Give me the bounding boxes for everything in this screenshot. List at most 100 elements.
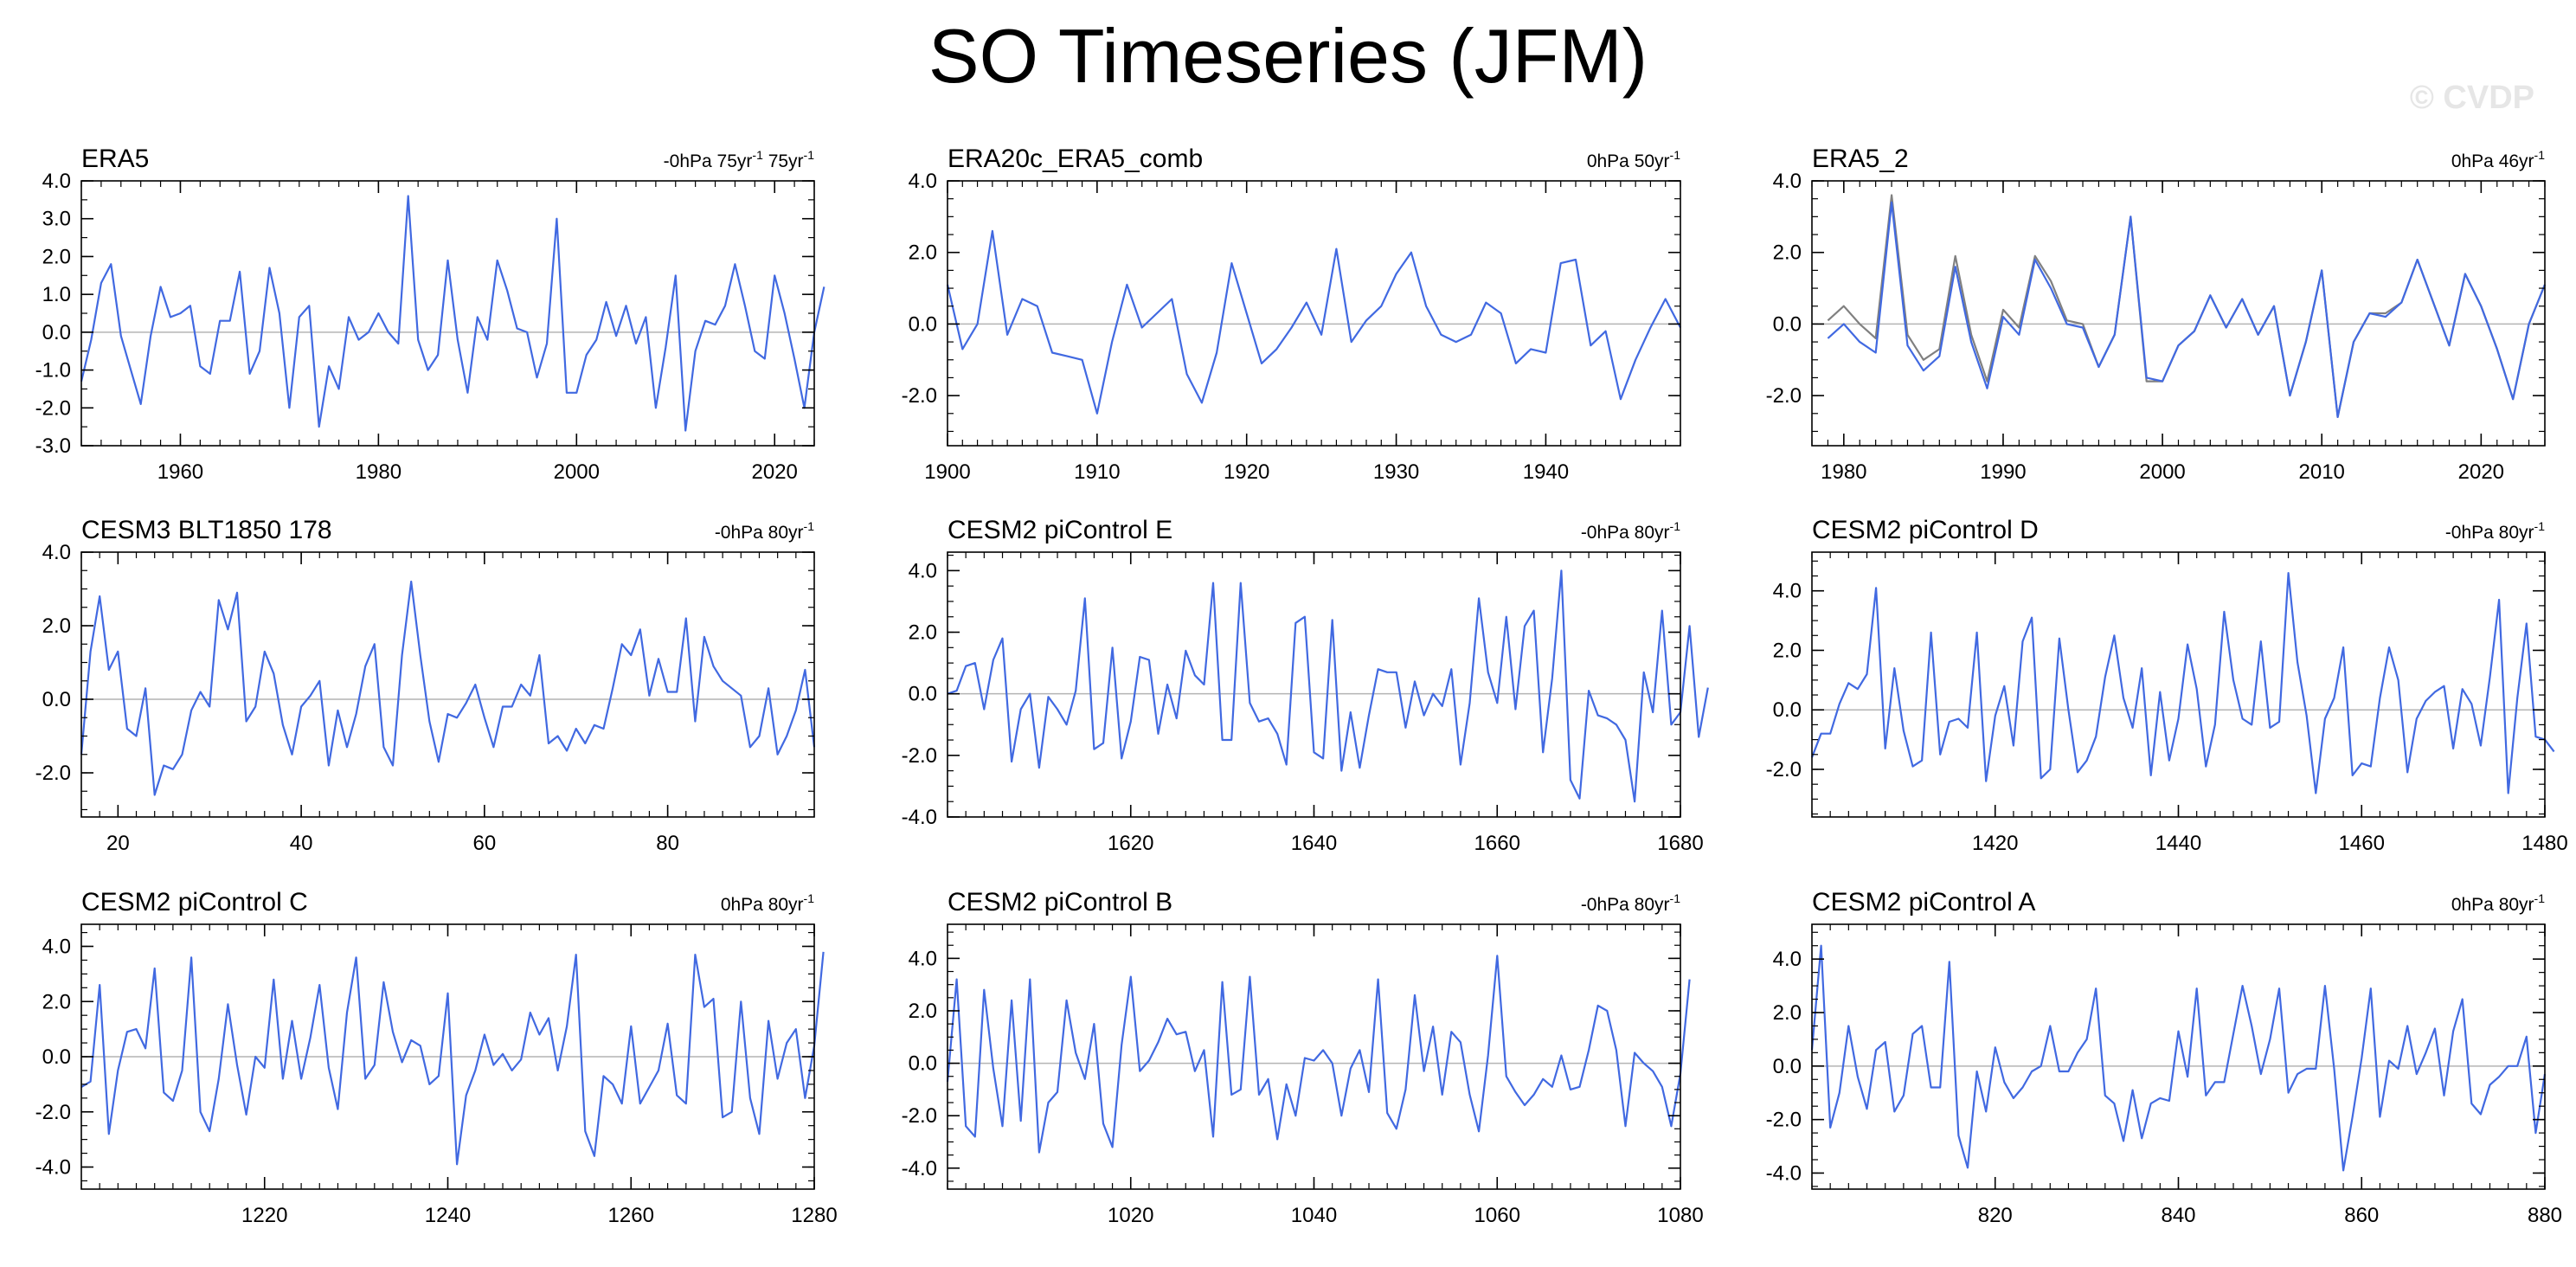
y-tick-label: 0.0 <box>42 1045 71 1069</box>
trend-text: 0hPa 80yr <box>2451 895 2534 915</box>
y-tick-label: -2.0 <box>35 396 71 420</box>
x-tick-label: 1660 <box>1474 832 1520 855</box>
main-title: SO Timeseries (JFM) <box>928 13 1648 99</box>
x-tick-label: 1060 <box>1474 1204 1520 1227</box>
y-tick-label: 4.0 <box>42 936 71 959</box>
panel-trend-label: 0hPa 46yr-1 <box>2451 148 2545 171</box>
x-tick-label: 80 <box>656 832 679 855</box>
x-tick-label: 40 <box>290 832 313 855</box>
y-tick-label: -4.0 <box>35 1156 71 1180</box>
panel-title: CESM3 BLT1850 178 <box>81 516 332 544</box>
panel-trend-label: -0hPa 80yr-1 <box>715 519 814 543</box>
y-tick-label: -2.0 <box>902 1104 937 1128</box>
series-line <box>946 955 1691 1154</box>
x-tick-label: 1640 <box>1291 832 1337 855</box>
plot-frame <box>1811 923 2546 1190</box>
x-tick-label: 1020 <box>1108 1204 1153 1227</box>
x-tick-label: 2020 <box>2458 460 2504 484</box>
x-tick-label: 1980 <box>1821 460 1866 484</box>
y-tick-label: 3.0 <box>42 208 71 231</box>
x-tick-label: 1940 <box>1523 460 1569 484</box>
trend-text: 0hPa 50yr <box>1587 151 1670 171</box>
y-tick-label: 0.0 <box>42 688 71 711</box>
y-tick-label: 4.0 <box>42 170 71 193</box>
x-tick-label: 2010 <box>2299 460 2345 484</box>
x-tick-label: 1900 <box>924 460 970 484</box>
x-tick-label: 1220 <box>241 1204 287 1227</box>
y-tick-label: -2.0 <box>1766 758 1802 781</box>
plot-frame <box>1811 180 2546 447</box>
y-tick-label: 4.0 <box>909 947 937 970</box>
trend-exponent: -1 <box>2534 519 2546 533</box>
y-tick-label: 2.0 <box>42 990 71 1013</box>
trend-text: -0hPa 80yr <box>1581 523 1670 543</box>
y-tick-label: 2.0 <box>42 614 71 638</box>
panel-title: CESM2 piControl E <box>948 516 1172 544</box>
panel-title: ERA5 <box>81 145 149 173</box>
x-tick-label: 860 <box>2344 1204 2379 1227</box>
plot-frame <box>947 180 1681 447</box>
y-tick-label: 2.0 <box>1773 1001 1802 1025</box>
x-tick-label: 1990 <box>1980 460 2026 484</box>
panel-trend-label: 0hPa 80yr-1 <box>721 891 814 915</box>
x-tick-label: 840 <box>2161 1204 2195 1227</box>
chart-panel: ERA5_2 0hPa 46yr-1 1980 1990 2000 2010 2020 -2.… <box>1766 145 2547 484</box>
y-tick-label: 4.0 <box>909 170 937 193</box>
y-tick-label: 1.0 <box>42 283 71 306</box>
x-tick-label: 60 <box>472 832 496 855</box>
y-tick-label: 0.0 <box>42 321 71 344</box>
panel-title: ERA5_2 <box>1812 145 1909 173</box>
x-tick-label: 1680 <box>1657 832 1703 855</box>
y-tick-label: -2.0 <box>1766 384 1802 408</box>
y-tick-label: 4.0 <box>909 559 937 582</box>
panel-trend-label: -0hPa 75yr-1 75yr-1 <box>664 148 815 171</box>
x-tick-label: 1280 <box>791 1204 837 1227</box>
x-tick-label: 1440 <box>2155 832 2201 855</box>
series-line <box>1810 944 2547 1172</box>
panel-title: CESM2 piControl A <box>1812 888 2035 916</box>
x-tick-label: 1920 <box>1224 460 1269 484</box>
x-tick-label: 2000 <box>2139 460 2185 484</box>
x-tick-label: 1240 <box>425 1204 471 1227</box>
x-tick-label: 1260 <box>608 1204 654 1227</box>
watermark: © CVDP <box>2409 80 2534 116</box>
series-line <box>80 195 825 432</box>
y-tick-label: 2.0 <box>909 621 937 645</box>
panel-title: ERA20c_ERA5_comb <box>948 145 1203 173</box>
y-tick-label: 2.0 <box>1773 241 1802 265</box>
y-tick-label: -4.0 <box>902 806 937 829</box>
y-tick-label: 4.0 <box>1773 170 1802 193</box>
y-tick-label: 2.0 <box>1773 639 1802 662</box>
panel-title: CESM2 piControl C <box>81 888 308 916</box>
series-line <box>946 229 1681 415</box>
plot-frame <box>1811 551 2546 818</box>
y-tick-label: 2.0 <box>909 1000 937 1023</box>
trend-text: 0hPa 46yr <box>2451 151 2534 171</box>
x-tick-label: 1930 <box>1373 460 1419 484</box>
series-line <box>947 569 1709 803</box>
y-tick-label: 0.0 <box>1773 1055 1802 1078</box>
y-tick-label: 2.0 <box>909 241 937 265</box>
y-tick-label: -2.0 <box>35 1101 71 1124</box>
x-tick-label: 1980 <box>356 460 401 484</box>
trend-text: -0hPa 80yr <box>2445 523 2534 543</box>
trend-exponent: -1 <box>2534 891 2546 905</box>
y-tick-label: 0.0 <box>909 683 937 706</box>
x-tick-label: 1040 <box>1291 1204 1337 1227</box>
panel-trend-label: 0hPa 80yr-1 <box>2451 891 2545 915</box>
trend-text: -0hPa 80yr <box>1581 895 1670 915</box>
panel-trend-label: -0hPa 80yr-1 <box>1581 891 1680 915</box>
y-tick-label: -2.0 <box>902 384 937 408</box>
series-line <box>1827 201 2547 418</box>
y-tick-label: -2.0 <box>1766 1109 1802 1132</box>
plot-frame <box>947 923 1681 1190</box>
x-tick-label: 1420 <box>1972 832 2018 855</box>
x-tick-label: 1620 <box>1108 832 1153 855</box>
x-tick-label: 1480 <box>2521 832 2567 855</box>
panel-trend-label: -0hPa 80yr-1 <box>1581 519 1680 543</box>
y-tick-label: -2.0 <box>902 744 937 768</box>
trend-exponent: -1 <box>804 891 815 905</box>
y-tick-label: 0.0 <box>909 1052 937 1076</box>
chart-panel: CESM2 piControl A 0hPa 80yr-1 820 840 860 880… <box>1766 888 2562 1227</box>
